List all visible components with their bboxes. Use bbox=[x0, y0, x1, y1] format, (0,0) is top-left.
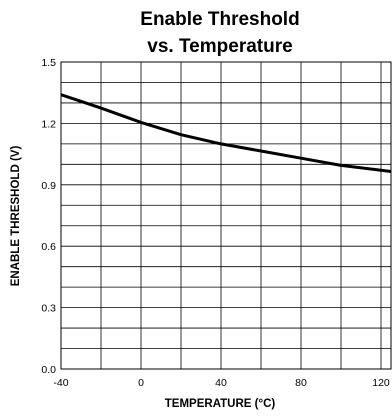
x-tick-label: -40 bbox=[53, 377, 68, 389]
y-tick-label: 0.3 bbox=[41, 303, 56, 315]
y-tick-label: 1.2 bbox=[41, 118, 56, 130]
y-tick-label: 0.6 bbox=[41, 241, 56, 253]
chart-title-line-2: vs. Temperature bbox=[147, 36, 292, 57]
y-axis-title: ENABLE THRESHOLD (V) bbox=[10, 146, 22, 287]
x-axis-title: TEMPERATURE (°C) bbox=[165, 398, 276, 410]
series-line-0 bbox=[60, 93, 392, 173]
x-tick-labels: -40 0 40 80 120 bbox=[53, 377, 390, 389]
y-tick-label: 1.5 bbox=[41, 57, 56, 69]
x-tick-label: 120 bbox=[372, 377, 390, 389]
grid-lines bbox=[61, 62, 391, 369]
series-layer bbox=[60, 93, 392, 173]
x-tick-label: 0 bbox=[138, 377, 144, 389]
chart-title-line-1: Enable Threshold bbox=[140, 9, 299, 30]
y-tick-labels: 0.0 0.3 0.6 0.9 1.2 1.5 bbox=[41, 57, 56, 376]
x-tick-label: 40 bbox=[215, 377, 227, 389]
plot-frame bbox=[60, 61, 392, 370]
y-tick-label: 0.9 bbox=[41, 180, 56, 192]
y-tick-label: 0.0 bbox=[41, 364, 56, 376]
x-tick-label: 80 bbox=[295, 377, 307, 389]
